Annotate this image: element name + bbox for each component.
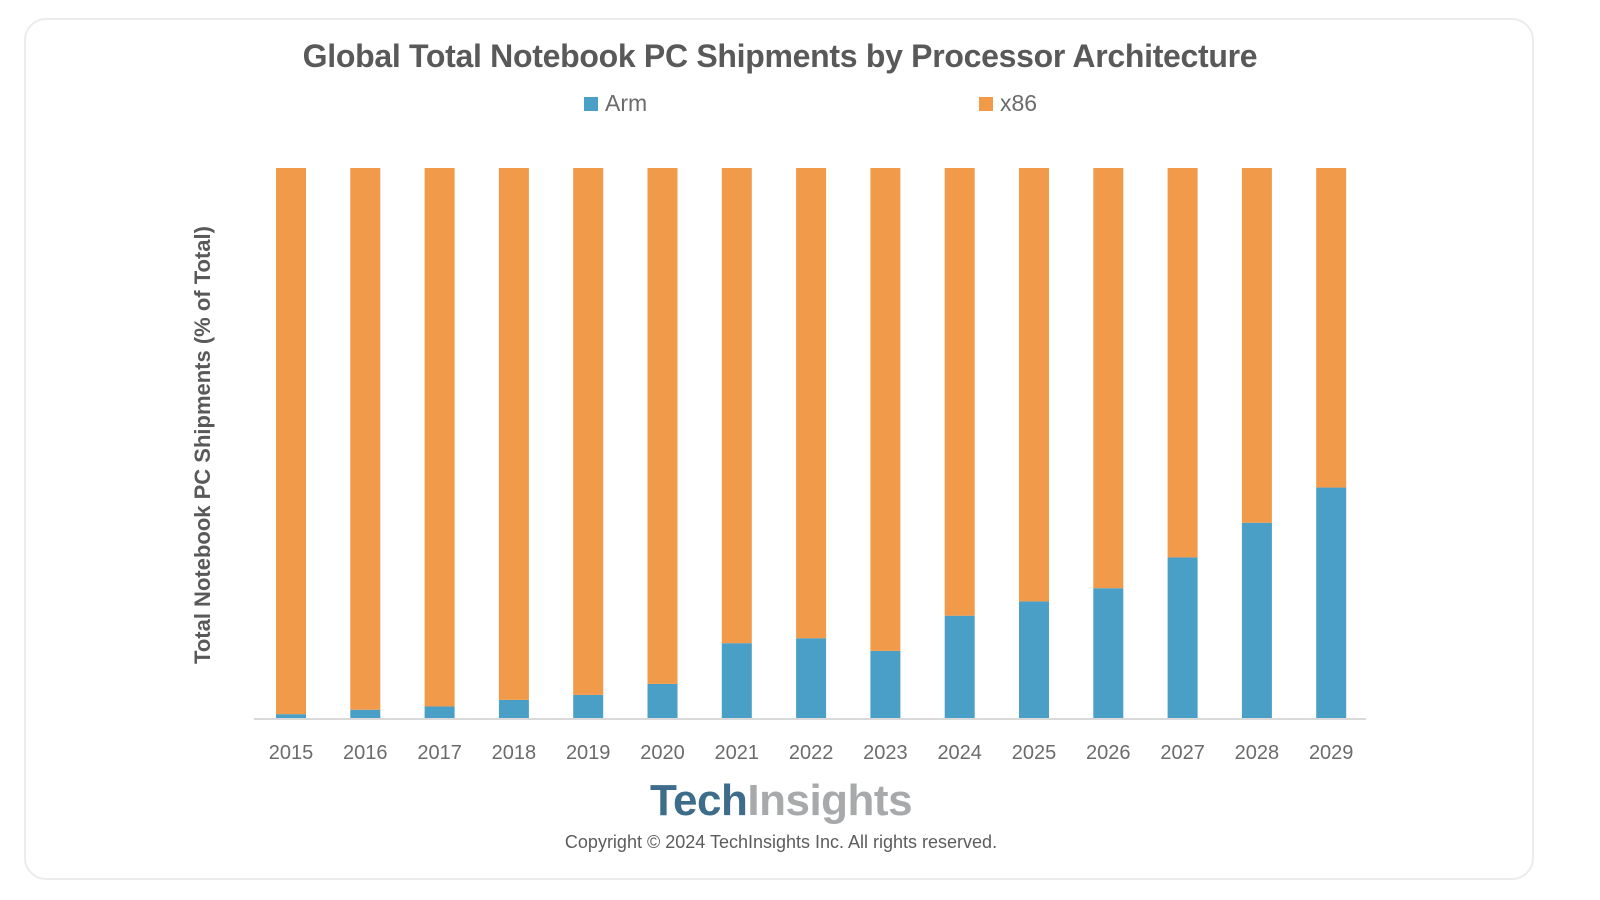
- bar-x86-2023: [870, 168, 901, 651]
- chart-card: [24, 18, 1534, 880]
- bar-x86-2015: [276, 168, 306, 715]
- legend-label-x86: x86: [1000, 90, 1038, 116]
- bar-x86-2020: [647, 168, 678, 684]
- legend-item-arm: Arm: [584, 90, 647, 117]
- bar-x86-2022: [796, 168, 827, 639]
- x-tick-label-2016: 2016: [343, 742, 388, 764]
- bar-arm-2027: [1167, 557, 1198, 718]
- bar-arm-2016: [350, 709, 381, 718]
- bar-arm-2022: [796, 638, 827, 718]
- x-tick-labels: 2015 2016 2017 2018 2019 2020 2021 2022 2023 2024…: [269, 742, 1354, 764]
- x-tick-label-2022: 2022: [789, 742, 834, 764]
- bar-arm-2024: [944, 615, 975, 718]
- x-tick-label-2020: 2020: [640, 742, 685, 764]
- bar-arm-2019: [573, 694, 604, 718]
- bar-arm-2018: [498, 699, 529, 718]
- x-tick-label-2029: 2029: [1309, 742, 1354, 764]
- bar-arm-2017: [424, 706, 455, 718]
- bar-x86-2021: [721, 168, 752, 644]
- x-tick-label-2017: 2017: [417, 742, 462, 764]
- bar-x86-2024: [944, 168, 975, 616]
- logo-insights: Insights: [747, 776, 913, 825]
- bar-x86-2018: [498, 168, 529, 700]
- chart-title: Global Total Notebook PC Shipments by Pr…: [302, 38, 1258, 74]
- x-tick-label-2023: 2023: [863, 742, 908, 764]
- copyright-notice: Copyright © 2024 TechInsights Inc. All r…: [564, 832, 998, 852]
- legend-item-x86: x86: [979, 90, 1037, 117]
- bar-x86-2017: [424, 168, 455, 707]
- bar-arm-2029: [1316, 487, 1347, 718]
- bar-x86-2026: [1093, 168, 1124, 589]
- x-tick-label-2021: 2021: [715, 742, 760, 764]
- bar-x86-2016: [350, 168, 381, 710]
- bar-arm-2026: [1093, 588, 1124, 718]
- bar-x86-2028: [1241, 168, 1272, 523]
- x-tick-label-2027: 2027: [1160, 742, 1205, 764]
- bar-arm-2021: [721, 643, 752, 718]
- legend-swatch-arm: [584, 96, 598, 111]
- bars-group: [276, 168, 1347, 718]
- bar-x86-2019: [573, 168, 604, 695]
- bar-x86-2025: [1019, 168, 1049, 602]
- x-tick-label-2024: 2024: [937, 742, 982, 764]
- bar-x86-2027: [1167, 168, 1198, 558]
- x-tick-label-2025: 2025: [1012, 742, 1057, 764]
- x-tick-label-2026: 2026: [1086, 742, 1131, 764]
- logo-tech: Tech: [649, 776, 748, 825]
- bar-arm-2028: [1241, 522, 1272, 718]
- x-tick-label-2028: 2028: [1235, 742, 1280, 764]
- techinsights-logo: TechInsights: [0, 776, 1562, 826]
- x-tick-label-2019: 2019: [566, 742, 611, 764]
- x-tick-label-2015: 2015: [269, 742, 314, 764]
- x-tick-label-2018: 2018: [492, 742, 537, 764]
- bar-arm-2020: [647, 683, 678, 718]
- bar-arm-2023: [870, 650, 901, 718]
- bar-x86-2029: [1316, 168, 1347, 488]
- bar-arm-2025: [1019, 601, 1049, 718]
- legend-swatch-x86: [979, 96, 993, 111]
- bar-arm-2015: [276, 714, 306, 718]
- legend-label-arm: Arm: [605, 90, 648, 116]
